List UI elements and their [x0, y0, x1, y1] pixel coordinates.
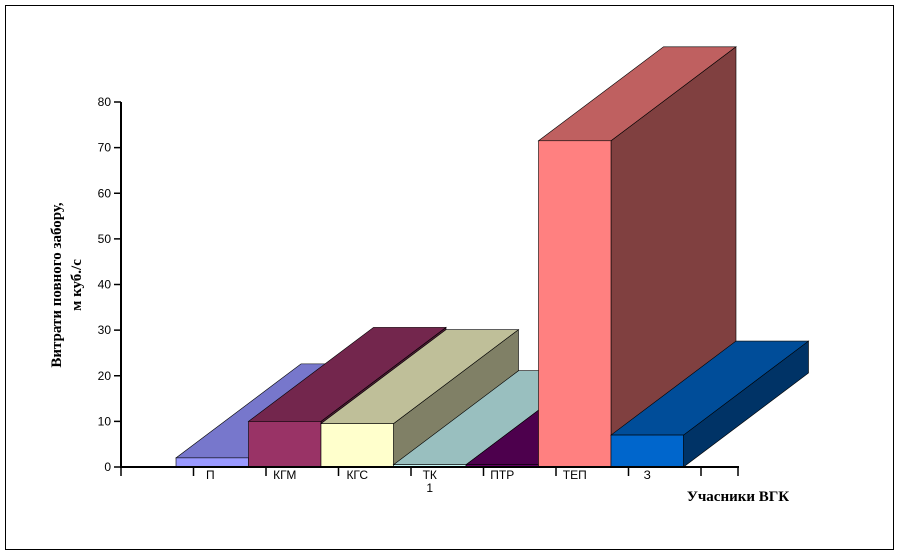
bar-front-face: [538, 140, 612, 468]
bar-3: [320, 329, 520, 468]
y-tick-label: 20: [98, 369, 112, 383]
y-tick-label: 70: [98, 141, 112, 155]
y-axis-title-line2: м куб./с: [69, 259, 85, 311]
bar-front-face: [175, 457, 249, 468]
x-category-label: ПТР: [490, 468, 514, 482]
y-tick-label: 40: [98, 278, 112, 292]
bar-front-face: [320, 423, 394, 468]
bar-front-face: [610, 434, 684, 468]
bar-7: [610, 340, 810, 468]
x-category-label: КГМ: [273, 468, 296, 482]
x-category-label: 1: [426, 481, 433, 495]
y-axis-title-line1: Витрати повного забору,: [49, 202, 65, 368]
y-tick-label: 0: [104, 460, 111, 474]
y-tick-label: 60: [98, 186, 112, 200]
bars-group: [175, 46, 810, 468]
x-category-label: П: [206, 468, 215, 482]
y-tick-label: 10: [98, 414, 112, 428]
x-category-label: ТК: [423, 468, 437, 482]
x-category-label: ТЕП: [563, 468, 587, 482]
bar-6: [537, 46, 737, 468]
y-tick-label: 30: [98, 323, 112, 337]
y-ticks-group: 0 10 20 30 40 50 60 70 80: [98, 95, 121, 474]
x-category-label: КГС: [346, 468, 368, 482]
bar-front-face: [248, 421, 322, 468]
y-tick-label: 50: [98, 232, 112, 246]
x-category-label: З: [644, 468, 651, 482]
x-axis-title: Учасники ВГК: [687, 489, 789, 505]
y-tick-label: 80: [98, 95, 112, 109]
x-ticks-group: П КГМ КГС ТК1 ПТР ТЕП З: [120, 467, 739, 495]
